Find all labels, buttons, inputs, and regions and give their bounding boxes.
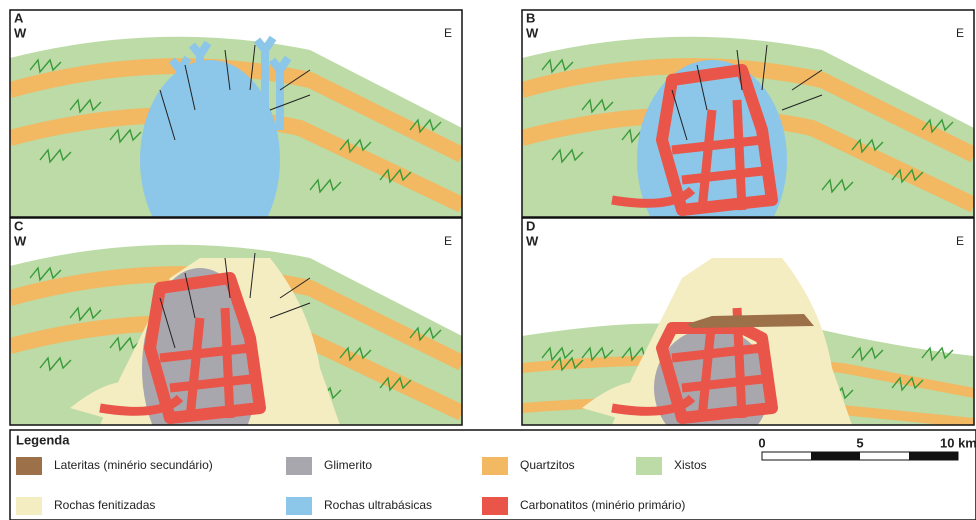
legend-label: Quartzitos xyxy=(520,458,575,472)
legend-swatch xyxy=(636,457,662,475)
legend-swatch xyxy=(16,457,42,475)
panel-letter: C xyxy=(14,218,24,233)
legend-swatch xyxy=(482,497,508,515)
west-label: W xyxy=(526,25,539,40)
legend-swatch xyxy=(286,457,312,475)
west-label: W xyxy=(14,25,27,40)
scale-segment xyxy=(909,452,958,460)
legend-title: Legenda xyxy=(16,432,70,447)
scale-label: 10 km xyxy=(940,435,976,450)
east-label: E xyxy=(956,26,964,40)
scale-segment xyxy=(811,452,860,460)
scale-label: 5 xyxy=(856,435,863,450)
figure: AWEBWECWEDWE Legenda 0 5 10 km Lateritas… xyxy=(0,0,976,520)
legend-swatch xyxy=(286,497,312,515)
east-label: E xyxy=(956,234,964,248)
legend-label: Carbonatitos (minério primário) xyxy=(520,498,685,512)
legend-label: Rochas ultrabásicas xyxy=(324,498,432,512)
scale-label: 0 xyxy=(758,435,765,450)
panel-letter: B xyxy=(526,10,535,25)
panel-letter: A xyxy=(14,10,24,25)
legend-label: Xistos xyxy=(674,458,707,472)
legend: Legenda 0 5 10 km Lateritas (minério sec… xyxy=(10,430,976,520)
legend-swatch xyxy=(16,497,42,515)
east-label: E xyxy=(444,26,452,40)
panel-letter: D xyxy=(526,218,535,233)
west-label: W xyxy=(526,233,539,248)
legend-label: Rochas fenitizadas xyxy=(54,498,155,512)
legend-swatch xyxy=(482,457,508,475)
west-label: W xyxy=(14,233,27,248)
legend-label: Lateritas (minério secundário) xyxy=(54,458,213,472)
east-label: E xyxy=(444,234,452,248)
legend-label: Glimerito xyxy=(324,458,372,472)
